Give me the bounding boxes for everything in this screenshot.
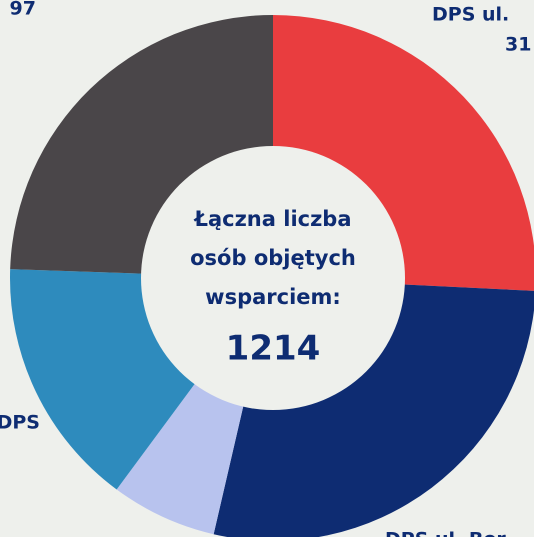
center-text: Łączna liczba xyxy=(193,207,351,231)
center-text: wsparciem: xyxy=(205,285,341,309)
slice-label: DPS xyxy=(0,412,40,434)
slice-label: DPS ul. Bor xyxy=(385,529,506,537)
donut-hole xyxy=(141,146,405,410)
slice-label: 97 xyxy=(10,0,36,20)
center-text: osób objętych xyxy=(190,246,356,270)
slice-label: DPS ul. xyxy=(432,4,509,26)
slice-label: 31 xyxy=(505,34,531,56)
center-total: 1214 xyxy=(226,329,321,369)
